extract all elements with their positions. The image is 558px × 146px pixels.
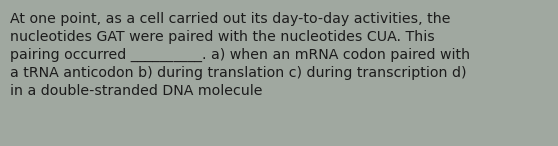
Text: a tRNA anticodon b) during translation c) during transcription d): a tRNA anticodon b) during translation c… [10,66,466,80]
Text: pairing occurred __________. a) when an mRNA codon paired with: pairing occurred __________. a) when an … [10,48,470,62]
Text: nucleotides GAT were paired with the nucleotides CUA. This: nucleotides GAT were paired with the nuc… [10,30,435,44]
Text: in a double-stranded DNA molecule: in a double-stranded DNA molecule [10,84,262,98]
Text: At one point, as a cell carried out its day-to-day activities, the: At one point, as a cell carried out its … [10,12,450,26]
